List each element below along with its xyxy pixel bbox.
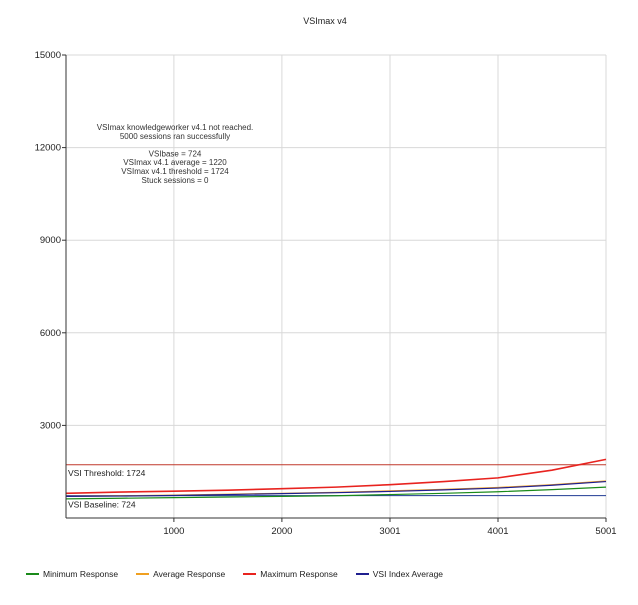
x-tick-label-2: 3001	[379, 526, 400, 537]
y-tick-label-3: 12000	[35, 143, 61, 154]
tick-labels: 3000 6000 9000 12000 15000 1000 2000 3001 4001 50…	[35, 50, 617, 537]
annotation-line-1: 5000 sessions ran successfully	[120, 132, 230, 141]
legend-swatch-0	[26, 573, 39, 575]
x-tick-label-1: 2000	[271, 526, 292, 537]
series-lines	[65, 458, 607, 500]
grid-lines	[66, 54, 607, 518]
legend-item-2: Maximum Response	[243, 569, 338, 579]
annotation-line-4: VSImax v4.1 average = 1220	[123, 158, 227, 167]
series-line-2	[65, 458, 607, 495]
chart-title: VSImax v4	[303, 16, 347, 26]
y-tick-label-4: 15000	[35, 50, 61, 61]
legend-swatch-2	[243, 573, 257, 575]
threshold-label: VSI Threshold: 1724	[68, 468, 146, 478]
y-tick-label-2: 9000	[40, 235, 61, 246]
annotation-line-6: Stuck sessions = 0	[142, 176, 209, 185]
x-tick-label-0: 1000	[163, 526, 184, 537]
legend-item-3: VSI Index Average	[355, 569, 444, 579]
legend-label-2: Maximum Response	[260, 569, 338, 579]
legend-label-1: Average Response	[153, 569, 226, 579]
legend-item-0: Minimum Response	[26, 569, 118, 579]
legend-swatch-3	[355, 573, 369, 575]
annotation-line-0: VSImax knowledgeworker v4.1 not reached.	[97, 123, 254, 132]
annotation-line-5: VSImax v4.1 threshold = 1724	[121, 167, 229, 176]
x-tick-label-3: 4001	[487, 526, 508, 537]
axes	[65, 55, 606, 519]
series-line-0	[65, 486, 607, 500]
legend-label-0: Minimum Response	[43, 569, 119, 579]
legend-swatch-1	[136, 573, 150, 575]
legend-item-1: Average Response	[136, 569, 225, 579]
legend: Minimum Response Average Response Maximum …	[26, 569, 443, 579]
annotation-box: VSImax knowledgeworker v4.1 not reached.…	[97, 123, 254, 185]
baseline-label: VSI Baseline: 724	[68, 500, 136, 510]
annotation-line-3: VSIbase = 724	[149, 149, 202, 158]
series-line-1	[65, 480, 607, 497]
y-tick-label-1: 6000	[40, 328, 61, 339]
y-tick-label-0: 3000	[40, 420, 61, 431]
x-tick-label-4: 5001	[595, 526, 616, 537]
legend-label-3: VSI Index Average	[372, 569, 444, 579]
series-line-3	[65, 480, 607, 497]
